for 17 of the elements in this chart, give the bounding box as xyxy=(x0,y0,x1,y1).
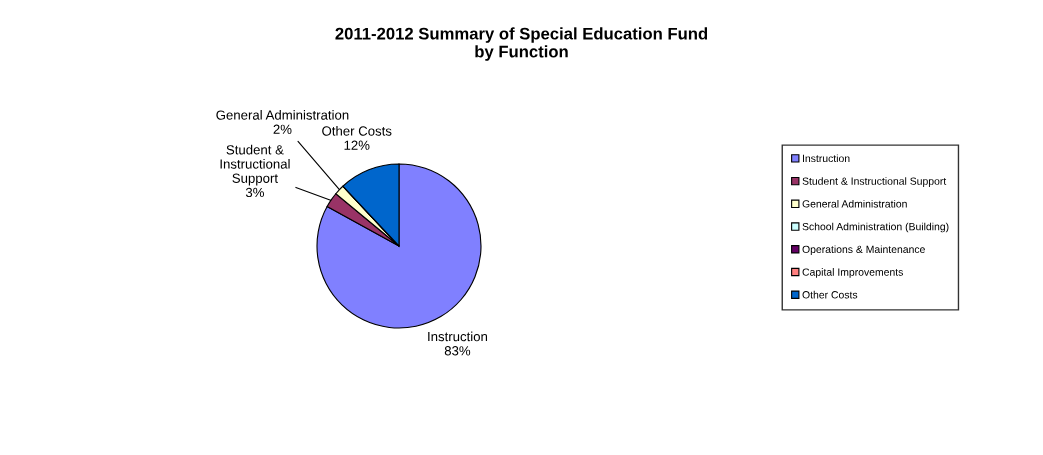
data-label: 83% xyxy=(444,346,471,356)
data-label: 12% xyxy=(344,140,370,150)
legend-label: Other Costs xyxy=(802,290,858,299)
legend-label: Operations & Maintenance xyxy=(802,245,925,256)
legend-label: Student & Instructional Support xyxy=(802,177,947,187)
slice-label: General Administration xyxy=(216,110,349,120)
chart-title: 2011-2012 Summary of Special Education Fund by Function xyxy=(335,27,708,61)
slice-label: Instruction xyxy=(428,331,488,342)
legend-label: Capital Improvements xyxy=(802,268,903,278)
legend-label: Instruction xyxy=(803,154,850,163)
legend-label: General Administration xyxy=(802,199,907,208)
data-label: 3% xyxy=(245,187,264,198)
slice-label: Other Costs xyxy=(322,126,392,136)
legend-label: School Administration (Building) xyxy=(802,222,949,233)
slice-label: Student & Instructional Support xyxy=(220,144,290,186)
pie-slice xyxy=(316,163,482,329)
data-label: 2% xyxy=(273,124,292,134)
